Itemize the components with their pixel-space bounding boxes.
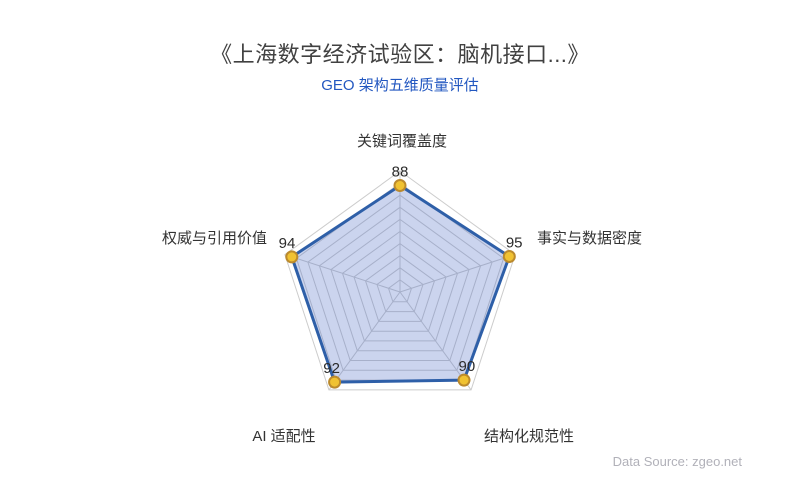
- radar-data-area: [290, 184, 511, 384]
- radar-axis-spoke: [399, 291, 472, 391]
- radar-grid-ring: [330, 218, 470, 352]
- data-point-value-label: 94: [279, 235, 296, 252]
- radar-axis-label: AI 适配性: [252, 428, 315, 445]
- radar-data-point[interactable]: [457, 373, 471, 387]
- radar-axis-label: 事实与数据密度: [537, 230, 642, 247]
- radar-grid-ring: [387, 279, 413, 303]
- radar-data-point[interactable]: [328, 375, 342, 389]
- radar-axis-label: 权威与引用价值: [162, 230, 267, 247]
- radar-grid-ring: [318, 206, 482, 361]
- radar-grid-ring: [284, 170, 516, 391]
- radar-grid-ring: [341, 230, 459, 342]
- radar-data-point[interactable]: [393, 179, 407, 192]
- data-point-value-label: 88: [392, 164, 409, 181]
- data-point-value-label: 92: [323, 360, 340, 377]
- radar-grid-ring: [307, 194, 493, 371]
- page-title: 《上海数字经济试验区：脑机接口...》: [210, 42, 590, 67]
- radar-data-point[interactable]: [285, 250, 299, 264]
- data-source-label: Data Source: zgeo.net: [612, 454, 742, 469]
- chart-subtitle: GEO 架构五维质量评估: [321, 77, 479, 94]
- data-point-value-label: 95: [506, 235, 523, 252]
- radar-data-point[interactable]: [502, 250, 516, 263]
- radar-axis-spoke: [328, 291, 401, 391]
- radar-axis-spoke: [399, 254, 516, 293]
- radar-grid-ring: [364, 255, 436, 322]
- radar-grid-ring: [376, 267, 424, 313]
- radar-axis-label: 关键词覆盖度: [357, 133, 447, 150]
- radar-axis-label: 结构化规范性: [484, 428, 574, 445]
- radar-grid-ring: [353, 242, 447, 332]
- data-point-value-label: 90: [459, 358, 476, 375]
- radar-axis-spoke: [284, 254, 401, 293]
